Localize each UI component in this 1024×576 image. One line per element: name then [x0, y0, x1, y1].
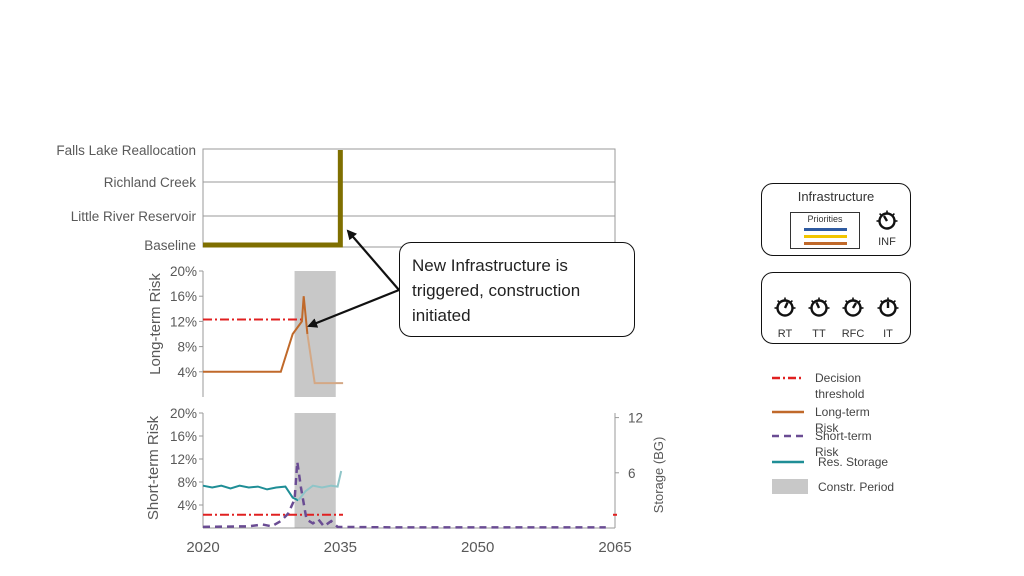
category-label: Baseline	[144, 238, 196, 253]
priorities-label: Priorities	[807, 214, 843, 224]
legend-label: Decision threshold	[815, 371, 865, 401]
tt-knob-icon[interactable]	[801, 297, 837, 324]
arrow-to-infrastructure	[346, 229, 400, 291]
category-label: Falls Lake Reallocation	[56, 143, 196, 158]
x-tick-label: 2065	[598, 539, 631, 556]
y-tick-label: 8%	[177, 340, 197, 355]
legend-swatch-storage	[772, 460, 804, 464]
legend-label: Res. Storage	[818, 455, 889, 469]
callout-arrows	[307, 229, 400, 328]
callout-text: New Infrastructure is triggered, constru…	[412, 256, 581, 325]
rfc-knob-icon[interactable]	[835, 297, 871, 324]
short-term-risk-line	[202, 461, 606, 529]
long-term-risk-line	[203, 296, 309, 373]
tt-knob-label: TT	[812, 328, 826, 340]
infrastructure-box: Infrastructure Priorities INF	[761, 183, 911, 256]
y-tick-label: 20%	[170, 406, 197, 421]
y2-tick-label: 6	[628, 466, 636, 481]
y-axis-label: Short-term Risk	[145, 415, 162, 520]
infrastructure-title: Infrastructure	[797, 189, 875, 204]
inf-knob-icon[interactable]	[876, 210, 898, 237]
construction-period-band	[294, 413, 336, 528]
inf-knob-label: INF	[878, 236, 896, 248]
x-tick-label: 2035	[324, 539, 357, 556]
priority-line-2	[804, 235, 847, 238]
y2-tick-label: 12	[628, 411, 643, 426]
legend-label: Long-term Risk	[815, 405, 870, 435]
it-knob-icon[interactable]	[870, 297, 906, 324]
x-tick-label: 2020	[186, 539, 219, 556]
long-term-risk-panel: 4% 8% 12% 16% 20% Long-term Risk	[147, 264, 344, 397]
y2-axis-label: Storage (BG)	[651, 437, 666, 514]
category-label: Richland Creek	[104, 175, 197, 190]
arrow-to-long-term-risk	[307, 288, 400, 328]
legend-label: Short-term Risk	[815, 429, 872, 459]
y-tick-label: 16%	[170, 429, 197, 444]
short-term-risk-panel: 4% 8% 12% 16% 20% 6 12 2020 2035 2050 2065 Short-te…	[145, 406, 666, 556]
x-tick-label: 2050	[461, 539, 494, 556]
legend-label: Constr. Period	[818, 480, 895, 494]
y-axis-label: Long-term Risk	[147, 273, 164, 375]
infrastructure-step-line	[203, 150, 343, 248]
rt-knob-label: RT	[777, 328, 793, 340]
priority-line-3	[804, 242, 847, 245]
legend-swatch-short-term	[772, 434, 804, 438]
legend-swatch-threshold	[772, 376, 804, 380]
long-term-risk-line-faded	[306, 333, 344, 385]
legend-swatch-long-term	[772, 410, 804, 414]
infrastructure-panel: Baseline Little River Reservoir Richland C…	[56, 143, 616, 253]
rt-knob-icon[interactable]	[767, 297, 803, 324]
knobs-box: RT TT RFC IT	[761, 272, 911, 344]
y-tick-label: 4%	[177, 365, 197, 380]
construction-period-band	[294, 271, 336, 397]
priorities-box: Priorities	[790, 212, 860, 249]
y-tick-label: 12%	[170, 452, 197, 467]
it-knob-label: IT	[883, 328, 893, 340]
priority-line-1	[804, 228, 847, 231]
legend-swatch-construction	[772, 479, 808, 494]
rfc-knob-label: RFC	[841, 328, 865, 340]
res-storage-line	[202, 484, 299, 502]
y-tick-label: 12%	[170, 314, 197, 329]
y-tick-label: 4%	[177, 498, 197, 513]
category-label: Little River Reservoir	[71, 209, 197, 224]
y-tick-label: 16%	[170, 289, 197, 304]
y-tick-label: 20%	[170, 264, 197, 279]
annotation-callout: New Infrastructure is triggered, constru…	[399, 242, 635, 337]
plot-frame	[202, 148, 616, 248]
y-tick-label: 8%	[177, 475, 197, 490]
res-storage-line-faded	[297, 470, 343, 502]
